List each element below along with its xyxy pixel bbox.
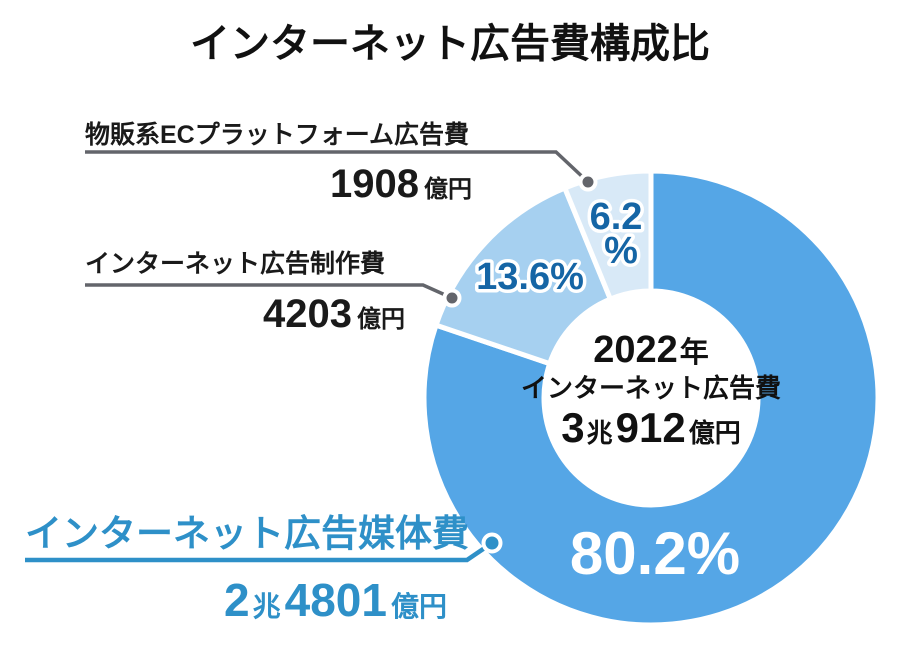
segment-pct-media: 80.2%	[570, 520, 740, 587]
center-total: 3兆912 億円	[561, 404, 740, 451]
page-title: インターネット広告費構成比	[190, 22, 710, 66]
callout-ec-dot	[578, 172, 598, 192]
callout-production: インターネット広告制作費 4203 億円	[85, 249, 462, 336]
callout-media-dot	[481, 532, 503, 554]
callout-production-value: 4203 億円	[263, 292, 405, 336]
donut-segment-production	[433, 185, 613, 367]
center-year: 2022年	[593, 329, 709, 371]
callout-ec-value: 1908 億円	[330, 162, 472, 206]
donut-center-label: 2022年 インターネット広告費 3兆912 億円	[521, 329, 781, 451]
segment-pct-production: 13.6%	[476, 256, 584, 298]
callout-ec-platform: 物販系ECプラットフォーム広告費 1908 億円	[85, 120, 598, 206]
callout-media-title: インターネット広告媒体費	[25, 513, 469, 554]
callout-production-dot	[442, 288, 462, 308]
segment-pct-ec-number: 6.2	[590, 196, 643, 238]
callout-production-leader-line	[85, 283, 453, 300]
center-category: インターネット広告費	[521, 373, 781, 403]
segment-pct-ec-sign: %	[604, 230, 638, 272]
callout-ec-leader-line	[85, 150, 590, 184]
callout-ec-title: 物販系ECプラットフォーム広告費	[85, 120, 469, 149]
donut-chart	[421, 168, 881, 628]
callout-media-value: 2 兆4801 億円	[224, 574, 447, 626]
callout-production-title: インターネット広告制作費	[85, 249, 385, 278]
callout-media: インターネット広告媒体費 2 兆4801 億円	[25, 513, 503, 626]
donut-segment-media	[421, 168, 881, 628]
